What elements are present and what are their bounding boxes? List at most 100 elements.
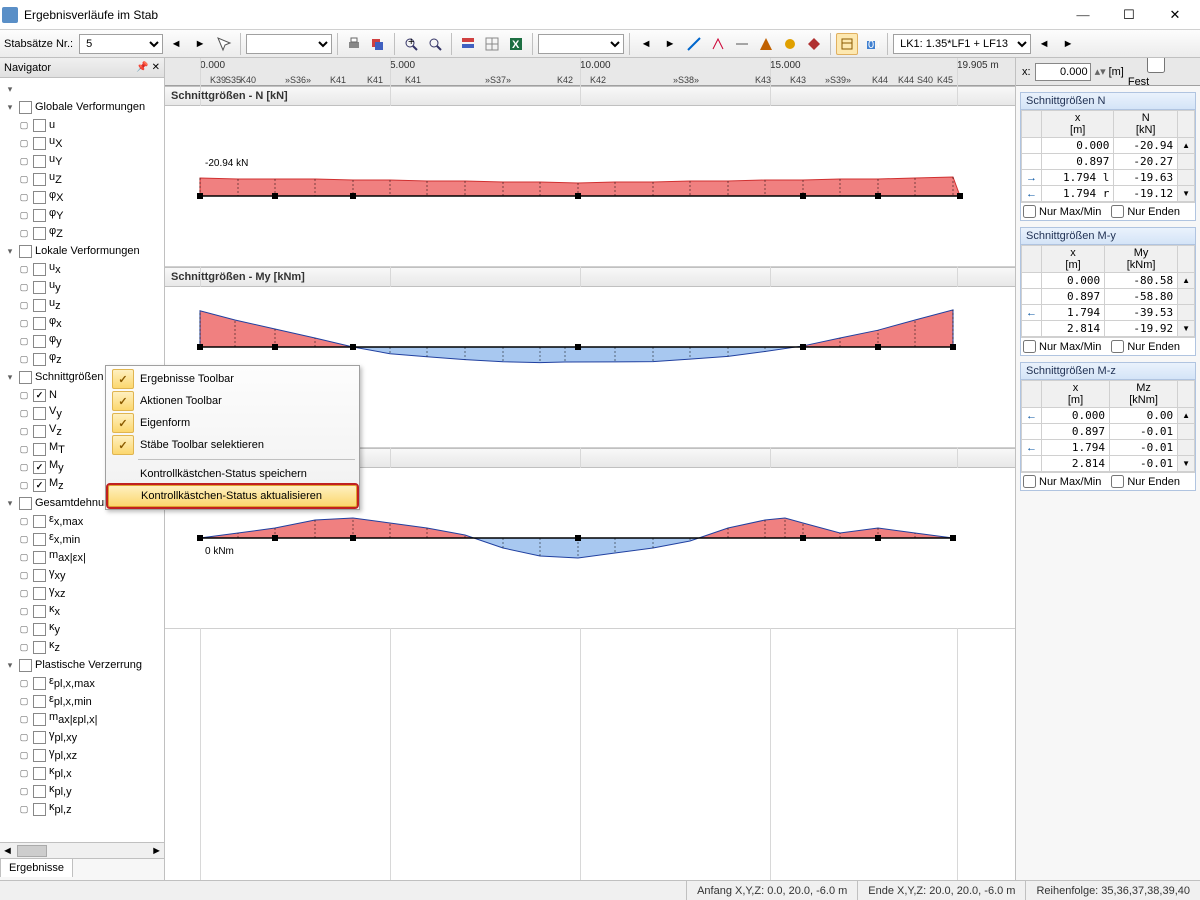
ctx-item[interactable]: ✓Ergebnisse Toolbar [108, 368, 357, 390]
close-button[interactable]: ✕ [1152, 0, 1198, 30]
x-input[interactable] [1035, 63, 1091, 81]
ctx-item[interactable]: ✓Eigenform [108, 412, 357, 434]
tree-item[interactable]: φZ [0, 224, 164, 242]
svg-text:0 kNm: 0 kNm [205, 546, 234, 557]
tool1-icon[interactable] [683, 33, 705, 55]
nav-first-icon[interactable]: ◄ [635, 33, 657, 55]
tree-item[interactable]: εx,min [0, 530, 164, 548]
tree-item[interactable]: uz [0, 296, 164, 314]
tree-item[interactable]: max|εx| [0, 548, 164, 566]
combo-2[interactable] [538, 34, 624, 54]
stab-label: Stabsätze Nr.: [4, 38, 73, 50]
tree-item[interactable]: εx,max [0, 512, 164, 530]
tree-item[interactable]: φX [0, 188, 164, 206]
svg-text:X: X [512, 39, 520, 51]
side-tables: x: ▴▾ [m] Fest Schnittgrößen N x[m]N[kN]… [1015, 58, 1200, 880]
tree-item[interactable]: κx [0, 602, 164, 620]
prev-button[interactable]: ◄ [165, 33, 187, 55]
combo-1[interactable] [246, 34, 332, 54]
tree-item[interactable]: κz [0, 638, 164, 656]
tab-ergebnisse[interactable]: Ergebnisse [0, 859, 73, 877]
tool5-icon[interactable] [779, 33, 801, 55]
chk-maxmin[interactable]: Nur Max/Min [1023, 205, 1101, 218]
tree-group[interactable]: Lokale Verformungen [0, 242, 164, 260]
tree-item[interactable]: εpl,x,min [0, 692, 164, 710]
fest-checkbox[interactable]: Fest [1128, 58, 1194, 88]
ctx-item[interactable]: Kontrollkästchen-Status aktualisieren [108, 485, 357, 507]
x-label: x: [1022, 66, 1031, 78]
tree-item[interactable]: φY [0, 206, 164, 224]
tree-item[interactable]: γpl,xz [0, 746, 164, 764]
chk-maxmin[interactable]: Nur Max/Min [1023, 475, 1101, 488]
lk-prev[interactable]: ◄ [1033, 33, 1055, 55]
nav-last-icon[interactable]: ► [659, 33, 681, 55]
status-reihe: Reihenfolge: 35,36,37,38,39,40 [1025, 881, 1200, 900]
tree-item[interactable]: κpl,x [0, 764, 164, 782]
minimize-button[interactable]: — [1060, 0, 1106, 30]
svg-text:+: + [408, 36, 414, 48]
side-table: Schnittgrößen M-z x[m]Mz[kNm] ←0.0000.00… [1020, 362, 1196, 491]
chk-maxmin[interactable]: Nur Max/Min [1023, 340, 1101, 353]
tree-item[interactable]: uy [0, 278, 164, 296]
tree-item[interactable]: φy [0, 332, 164, 350]
tool7-icon[interactable] [836, 33, 858, 55]
view1-icon[interactable] [457, 33, 479, 55]
tool2-icon[interactable] [707, 33, 729, 55]
tree-item[interactable]: γpl,xy [0, 728, 164, 746]
titlebar: Ergebnisverläufe im Stab — ☐ ✕ [0, 0, 1200, 30]
svg-text:-20.94 kN: -20.94 kN [205, 158, 248, 169]
lk-next[interactable]: ► [1057, 33, 1079, 55]
tree-item[interactable]: uX [0, 134, 164, 152]
tree-item[interactable]: uY [0, 152, 164, 170]
ctx-item[interactable]: ✓Aktionen Toolbar [108, 390, 357, 412]
ctx-item[interactable]: Kontrollkästchen-Status speichern [108, 463, 357, 485]
navigator-header: Navigator 📌 ✕ [0, 58, 164, 78]
zoom-out-icon[interactable] [424, 33, 446, 55]
tree-item[interactable]: κy [0, 620, 164, 638]
main-toolbar: Stabsätze Nr.: 5 ◄ ► + X ◄ ► 0.0 LK1: 1.… [0, 30, 1200, 58]
status-ende: Ende X,Y,Z: 20.0, 20.0, -6.0 m [857, 881, 1025, 900]
tree-item[interactable]: γxy [0, 566, 164, 584]
chk-enden[interactable]: Nur Enden [1111, 205, 1180, 218]
lk-select[interactable]: LK1: 1.35*LF1 + LF13 [893, 34, 1031, 54]
tree-item[interactable]: εpl,x,max [0, 674, 164, 692]
ctx-item[interactable]: ✓Stäbe Toolbar selektieren [108, 434, 357, 456]
tool8-icon[interactable]: 0.0 [860, 33, 882, 55]
tree-group[interactable]: Globale Verformungen [0, 98, 164, 116]
pick-icon[interactable] [213, 33, 235, 55]
status-anfang: Anfang X,Y,Z: 0.0, 20.0, -6.0 m [686, 881, 857, 900]
excel-icon[interactable]: X [505, 33, 527, 55]
tree-item[interactable]: κpl,y [0, 782, 164, 800]
grid-icon[interactable] [481, 33, 503, 55]
context-menu: ✓Ergebnisse Toolbar✓Aktionen Toolbar✓Eig… [105, 365, 360, 510]
tree-item[interactable]: κpl,z [0, 800, 164, 818]
pin-icon[interactable]: 📌 ✕ [136, 62, 160, 73]
side-table: Schnittgrößen N x[m]N[kN] 0.000-20.94▲0.… [1020, 92, 1196, 221]
tree-item[interactable]: max|εpl,x| [0, 710, 164, 728]
ruler: 0.0005.00010.00015.00019.905 mK39S35K40»… [165, 58, 1015, 86]
app-icon [2, 7, 18, 23]
tool4-icon[interactable] [755, 33, 777, 55]
statusbar: Anfang X,Y,Z: 0.0, 20.0, -6.0 m Ende X,Y… [0, 880, 1200, 900]
tree-item[interactable]: φx [0, 314, 164, 332]
chk-enden[interactable]: Nur Enden [1111, 475, 1180, 488]
navigator-tabs: Ergebnisse [0, 858, 164, 880]
next-button[interactable]: ► [189, 33, 211, 55]
stab-select[interactable]: 5 [79, 34, 163, 54]
zoom-in-icon[interactable]: + [400, 33, 422, 55]
x-unit: [m] [1109, 66, 1124, 78]
print-icon[interactable] [343, 33, 365, 55]
tree-item[interactable]: γxz [0, 584, 164, 602]
tree-item[interactable]: u [0, 116, 164, 134]
tree-group[interactable]: Plastische Verzerrung [0, 656, 164, 674]
layers-icon[interactable] [367, 33, 389, 55]
chk-enden[interactable]: Nur Enden [1111, 340, 1180, 353]
navigator-hscroll[interactable]: ◄► [0, 842, 164, 858]
tool3-icon[interactable] [731, 33, 753, 55]
tree-item[interactable]: uZ [0, 170, 164, 188]
maximize-button[interactable]: ☐ [1106, 0, 1152, 30]
tool6-icon[interactable] [803, 33, 825, 55]
svg-text:0.0: 0.0 [868, 39, 879, 51]
tree-item[interactable]: ux [0, 260, 164, 278]
side-table: Schnittgrößen M-y x[m]My[kNm] 0.000-80.5… [1020, 227, 1196, 356]
